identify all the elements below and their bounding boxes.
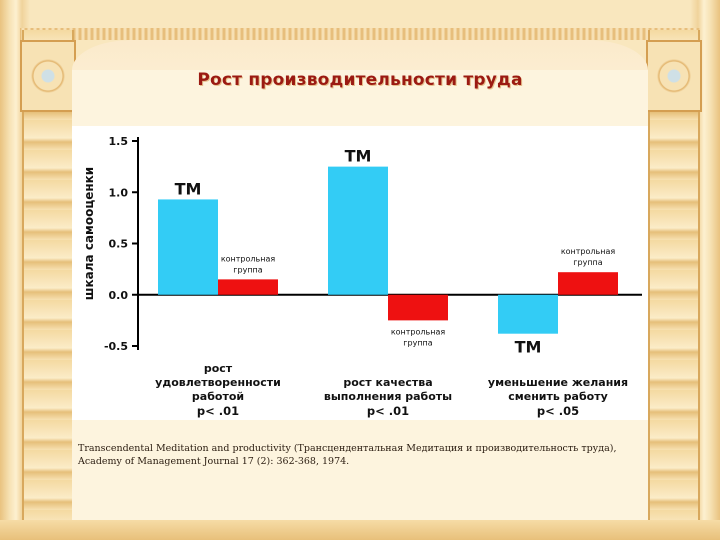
- y-tick-label: 0.0: [109, 289, 129, 302]
- source-citation: Transcendental Meditation and productivi…: [78, 443, 617, 467]
- control-bar: [558, 272, 618, 295]
- bar-chart: 1.5 1.0 0.5 0.0 -0.5 шкала самооценки ТМ контро…: [72, 126, 648, 420]
- tm-bar: [328, 166, 388, 295]
- tm-bar-label: ТМ: [515, 338, 542, 357]
- right-column-capital: [646, 40, 702, 112]
- decorative-bottom-band: [0, 520, 720, 540]
- y-tick-label: 0.5: [109, 238, 129, 251]
- category-label: рост: [204, 362, 233, 375]
- control-bar-label: группа: [573, 258, 602, 267]
- category-label: работой: [192, 390, 244, 403]
- tm-bar-label: ТМ: [345, 147, 372, 166]
- y-tick-label: 1.0: [109, 186, 129, 199]
- tm-bar: [498, 294, 558, 334]
- p-value-label: p< .05: [537, 404, 579, 418]
- control-bar-label: группа: [233, 265, 262, 274]
- p-value-label: p< .01: [197, 404, 239, 418]
- category-label: удовлетворенности: [155, 376, 281, 389]
- category-label: рост качества: [343, 376, 432, 389]
- right-ornamental-column: [648, 30, 700, 540]
- y-axis-label: шкала самооценки: [82, 167, 96, 300]
- tm-bar: [158, 199, 218, 295]
- y-tick-label: 1.5: [109, 135, 129, 148]
- decorative-top-band: [20, 28, 700, 40]
- category-label: сменить работу: [508, 390, 608, 403]
- chart-svg: 1.5 1.0 0.5 0.0 -0.5 шкала самооценки ТМ контро…: [82, 135, 642, 418]
- control-bar-label: контрольная: [561, 247, 616, 256]
- control-bar: [218, 279, 278, 295]
- left-column-capital: [20, 40, 76, 112]
- category-label: уменьшение желания: [488, 376, 628, 389]
- category-label: выполнения работы: [324, 390, 452, 403]
- control-bar-label: группа: [403, 338, 432, 347]
- slide-title: Рост производительности труда: [197, 70, 523, 90]
- control-bar-label: контрольная: [221, 254, 276, 263]
- p-value-label: p< .01: [367, 404, 409, 418]
- tm-bar-label: ТМ: [175, 179, 202, 198]
- control-bar-label: контрольная: [391, 327, 446, 336]
- y-tick-label: -0.5: [104, 340, 128, 353]
- control-bar: [388, 294, 448, 321]
